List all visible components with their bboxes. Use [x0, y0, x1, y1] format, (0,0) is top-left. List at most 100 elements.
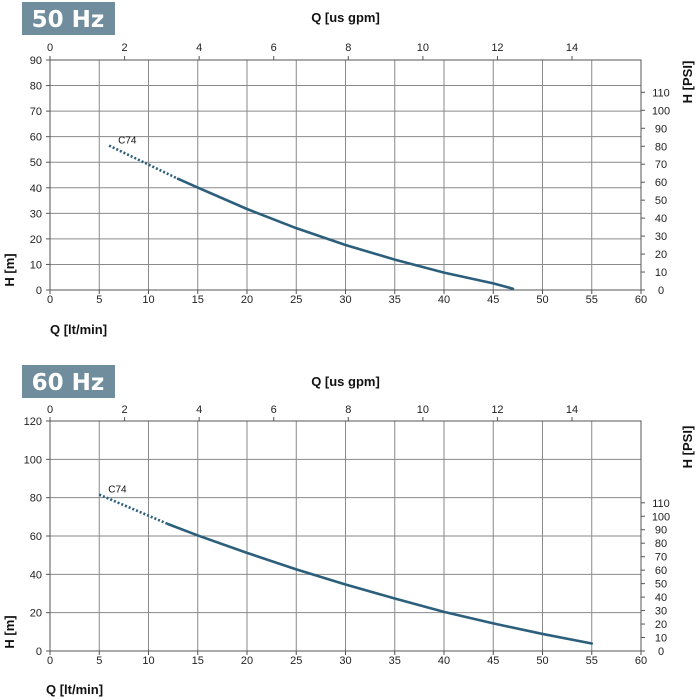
x-tick-label: 50 [536, 655, 548, 667]
y-tick-label: 20 [30, 608, 42, 620]
x-tick-label: 40 [438, 294, 450, 306]
y2-tick-label: 20 [655, 249, 667, 261]
series-label: C74 [118, 136, 137, 147]
x2-tick-label: 6 [271, 42, 277, 54]
x-tick-label: 5 [96, 294, 102, 306]
y2-tick-label: 30 [655, 231, 667, 243]
x2-tick-label: 2 [122, 42, 128, 54]
x-tick-label: 45 [487, 294, 499, 306]
y2-axis-title: H [PSI] [680, 61, 695, 104]
y2-tick-label: 10 [655, 633, 667, 645]
y2-tick-label: 90 [655, 123, 667, 135]
x2-axis-title: Q [us gpm] [311, 10, 380, 25]
x-tick-label: 35 [389, 294, 401, 306]
y-axis-title: H [m] [2, 615, 17, 648]
x-tick-label: 30 [339, 294, 351, 306]
chart-panel: 50 Hz 0 5 10 15 20 25 30 35 40 45 50 55 60 0 2 4 6 8 10 12 14… [2, 2, 695, 337]
y-tick-label: 100 [24, 454, 42, 466]
y2-tick-label: 80 [655, 141, 667, 153]
y2-tick-label: 80 [655, 538, 667, 550]
y-tick-label: 40 [30, 569, 42, 581]
x2-tick-label: 4 [196, 404, 202, 416]
y2-tick-label: 70 [655, 159, 667, 171]
x-tick-label: 10 [142, 294, 154, 306]
x-tick-label: 0 [47, 294, 53, 306]
y2-tick-label: 110 [652, 498, 670, 510]
y2-tick-label: 100 [652, 105, 670, 117]
y-tick-label: 20 [30, 234, 42, 246]
y-tick-label: 30 [30, 208, 42, 220]
y-tick-label: 80 [30, 493, 42, 505]
x-tick-label: 25 [290, 294, 302, 306]
x-axis-title: Q [lt/min] [46, 682, 103, 697]
y2-tick-label: 0 [658, 285, 664, 297]
x2-tick-label: 4 [196, 42, 202, 54]
y-axis-title: H [m] [2, 253, 17, 286]
x-tick-label: 15 [192, 655, 204, 667]
series-c74-dotted-line [108, 144, 179, 181]
y2-tick-label: 50 [655, 579, 667, 591]
x-tick-label: 10 [142, 655, 154, 667]
y2-tick-label: 60 [655, 177, 667, 189]
y2-tick-label: 40 [655, 213, 667, 225]
y2-tick-label: 20 [655, 619, 667, 631]
frequency-badge [22, 365, 115, 398]
frequency-badge-label: 60 Hz [32, 370, 105, 396]
series-c74-dotted-line [98, 493, 169, 526]
x2-tick-label: 10 [417, 42, 429, 54]
y2-tick-label: 30 [655, 606, 667, 618]
x-tick-label: 25 [290, 655, 302, 667]
x2-tick-label: 12 [491, 42, 503, 54]
x-tick-label: 60 [635, 294, 647, 306]
x2-tick-label: 8 [345, 42, 351, 54]
x-tick-label: 55 [586, 655, 598, 667]
x-tick-label: 20 [241, 294, 253, 306]
x2-tick-label: 0 [47, 404, 53, 416]
frequency-badge [22, 2, 115, 35]
y2-tick-label: 100 [652, 511, 670, 523]
x-axis-title: Q [lt/min] [50, 322, 107, 337]
x2-tick-label: 10 [417, 404, 429, 416]
x-tick-label: 0 [47, 655, 53, 667]
x2-tick-label: 14 [566, 404, 578, 416]
series-c74-line [166, 522, 594, 645]
x-tick-label: 5 [96, 655, 102, 667]
y2-tick-label: 50 [655, 195, 667, 207]
x-tick-label: 30 [339, 655, 351, 667]
x-tick-label: 35 [389, 655, 401, 667]
x2-tick-label: 6 [271, 404, 277, 416]
y2-tick-label: 110 [652, 87, 670, 99]
y2-tick-label: 70 [655, 552, 667, 564]
y-tick-label: 50 [30, 157, 42, 169]
y-tick-label: 10 [30, 259, 42, 271]
y-tick-label: 40 [30, 183, 42, 195]
y2-tick-label: 90 [655, 525, 667, 537]
y2-tick-label: 10 [655, 267, 667, 279]
y2-axis-title: H [PSI] [680, 426, 695, 469]
y-tick-label: 90 [30, 55, 42, 67]
y2-tick-label: 60 [655, 565, 667, 577]
y-tick-label: 60 [30, 531, 42, 543]
x2-tick-label: 12 [491, 404, 503, 416]
y-tick-label: 120 [24, 416, 42, 428]
y-tick-label: 70 [30, 106, 42, 118]
y2-tick-label: 0 [658, 646, 664, 658]
y-tick-label: 60 [30, 132, 42, 144]
x-tick-label: 60 [635, 655, 647, 667]
x-tick-label: 45 [487, 655, 499, 667]
x-tick-label: 20 [241, 655, 253, 667]
series-label: C74 [108, 485, 127, 496]
x-tick-label: 15 [192, 294, 204, 306]
x2-tick-label: 0 [47, 42, 53, 54]
x-tick-label: 50 [536, 294, 548, 306]
y-tick-label: 80 [30, 81, 42, 93]
y-tick-label: 0 [36, 646, 42, 658]
x2-axis-title: Q [us gpm] [311, 374, 380, 389]
x-tick-label: 40 [438, 655, 450, 667]
y-tick-label: 0 [36, 285, 42, 297]
x2-tick-label: 8 [345, 404, 351, 416]
x-tick-label: 55 [586, 294, 598, 306]
series-c74-line [176, 177, 515, 291]
chart-panel: 60 Hz 0 5 10 15 20 25 30 35 40 45 50 55 60 0 2 4 6 8 10 12 14… [2, 365, 695, 697]
